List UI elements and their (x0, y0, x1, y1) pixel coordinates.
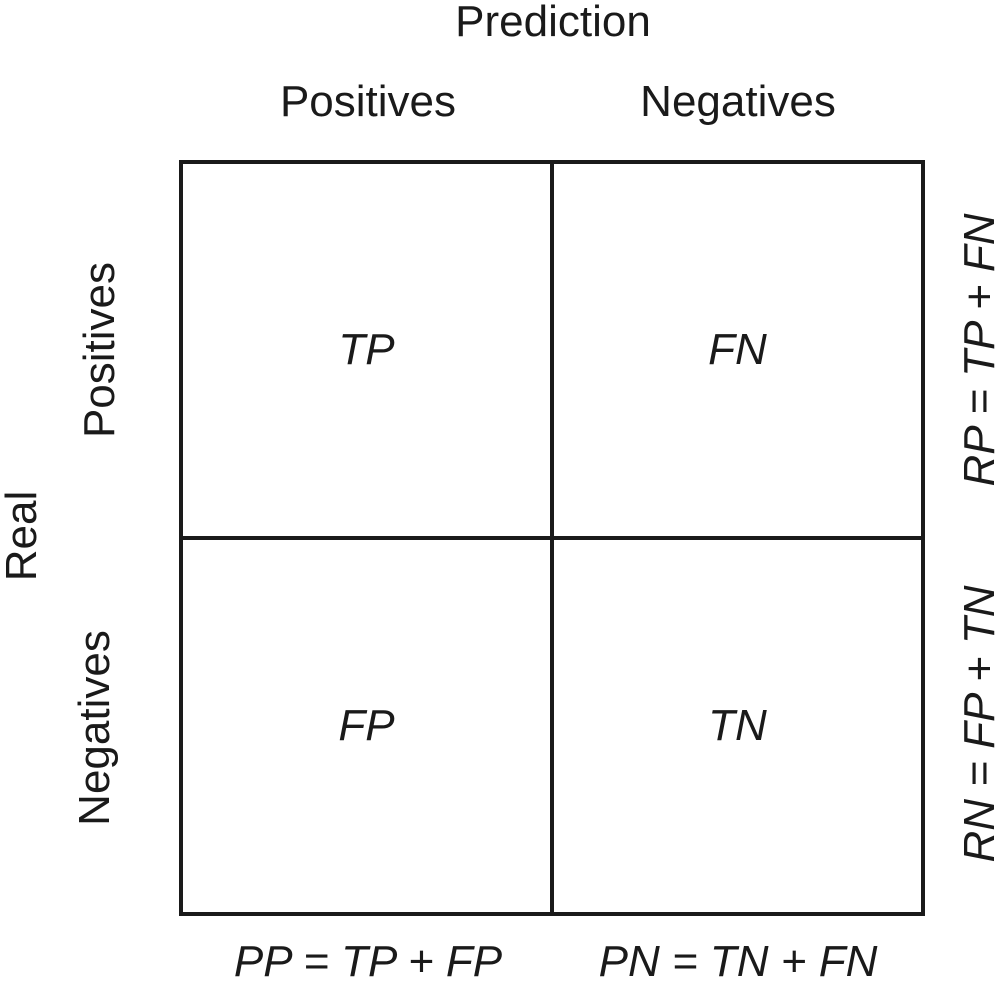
row-header-negatives: Negatives (70, 630, 119, 826)
confusion-matrix-grid: TP FN FP TN (179, 160, 925, 916)
cell-true-positive: TP (183, 164, 552, 538)
prediction-axis-title: Prediction (455, 0, 651, 46)
real-axis-title: Real (0, 490, 46, 582)
real-negatives-formula: RN = FP + TN (955, 585, 1000, 863)
cell-false-positive: FP (183, 538, 552, 912)
cell-false-negative: FN (552, 164, 921, 538)
column-header-positives: Positives (279, 77, 457, 126)
real-positives-formula: RP = TP + FN (955, 213, 1000, 487)
predicted-positives-formula: PP = TP + FP (233, 937, 503, 986)
column-header-negatives: Negatives (640, 77, 836, 126)
row-header-positives: Positives (75, 261, 124, 439)
predicted-negatives-formula: PN = TN + FN (598, 937, 878, 986)
cell-true-negative: TN (552, 538, 921, 912)
